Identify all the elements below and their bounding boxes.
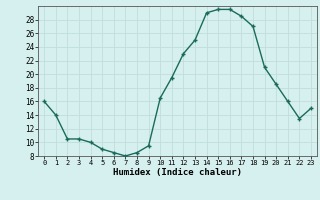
X-axis label: Humidex (Indice chaleur): Humidex (Indice chaleur) — [113, 168, 242, 177]
